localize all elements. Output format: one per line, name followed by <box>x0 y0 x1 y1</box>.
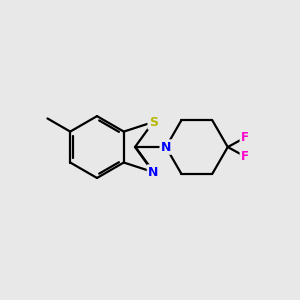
Text: N: N <box>161 141 171 154</box>
Text: N: N <box>148 166 158 178</box>
Text: F: F <box>241 150 249 163</box>
Text: S: S <box>149 116 158 128</box>
Text: F: F <box>241 131 249 144</box>
